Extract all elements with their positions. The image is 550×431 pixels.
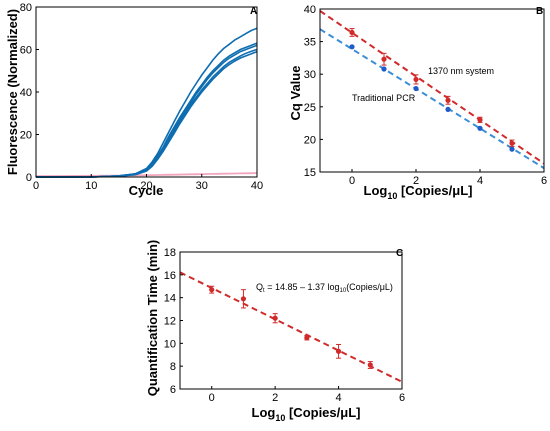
panel-c-fit-line bbox=[179, 271, 403, 383]
panel-b-data-point bbox=[445, 97, 451, 103]
panel-b-x-label-main: Log bbox=[364, 183, 388, 198]
panel-b-fit-line bbox=[319, 10, 545, 165]
panel-b-data-point bbox=[349, 44, 355, 50]
panel-b-data-point bbox=[445, 106, 451, 113]
panel-c-y-tick-label: 14 bbox=[164, 293, 176, 305]
panel-c-data-point bbox=[304, 335, 310, 341]
panel-a-y-tick-label: 60 bbox=[20, 45, 32, 57]
panel-c-x-tick-label: 6 bbox=[399, 392, 405, 404]
panel-c-y-tick-label: 10 bbox=[164, 338, 176, 350]
panel-b-y-tick-label: 35 bbox=[304, 37, 316, 49]
panel-a-negative-curve bbox=[35, 172, 258, 178]
panel-a-y-tick-label: 0 bbox=[26, 172, 32, 184]
panel-a: A Fluorescence (Normalized) Cycle 0 10 20 3… bbox=[5, 2, 263, 198]
panel-b-data-point bbox=[509, 146, 515, 152]
panel-b-data-point bbox=[413, 85, 419, 92]
panel-c-x-label-main: Log bbox=[252, 405, 276, 420]
panel-b-y-axis-label: Cq Value bbox=[288, 66, 303, 121]
panel-c-data-point bbox=[240, 296, 247, 302]
panel-b: B Cq Value Log10 [Copies/μL] 0 2 4 6 15 20 25 3… bbox=[288, 4, 547, 201]
panel-b-fit-line bbox=[319, 28, 545, 169]
panel-a-x-tick-label: 10 bbox=[85, 180, 97, 192]
panel-c-data-point bbox=[272, 315, 278, 321]
panel-b-data-point bbox=[413, 76, 419, 83]
panel-b-x-tick-label: 4 bbox=[477, 175, 483, 187]
annotation-1370nm: 1370 nm system bbox=[428, 66, 494, 76]
panel-c-y-tick-label: 18 bbox=[164, 247, 176, 259]
panel-a-y-axis-label: Fluorescence (Normalized) bbox=[5, 9, 20, 175]
panel-c-x-tick-label: 4 bbox=[336, 392, 342, 404]
panel-b-y-tick-label: 20 bbox=[304, 134, 316, 146]
panel-b-data-point bbox=[509, 140, 515, 146]
panel-a-x-tick-label: 30 bbox=[196, 180, 208, 192]
equation-rhs: (Copies/μL) bbox=[346, 282, 393, 292]
panel-a-amplification-curve bbox=[36, 50, 258, 178]
panel-c-x-tick-label: 0 bbox=[209, 392, 215, 404]
panel-b-y-tick-label: 25 bbox=[304, 102, 316, 114]
equation-lhs-sub: t bbox=[263, 288, 265, 294]
equation-mid-sub: 10 bbox=[340, 288, 347, 294]
annotation-traditional-pcr: Traditional PCR bbox=[352, 93, 416, 103]
panel-a-axes-box bbox=[35, 6, 258, 178]
panel-b-x-tick-label: 6 bbox=[541, 175, 547, 187]
panel-a-amplification-curve bbox=[36, 44, 258, 178]
panel-b-y-tick-label: 40 bbox=[304, 4, 316, 16]
panel-a-x-tick-label: 0 bbox=[33, 180, 39, 192]
panel-c-y-tick-label: 8 bbox=[170, 361, 176, 373]
panel-c-data-point bbox=[367, 362, 373, 368]
panel-a-y-tick-label: 40 bbox=[20, 87, 32, 99]
panel-b-y-tick-label: 30 bbox=[304, 69, 316, 81]
panel-b-data-point bbox=[381, 66, 387, 72]
panel-c-y-tick-label: 16 bbox=[164, 270, 176, 282]
panel-c-data-point bbox=[209, 287, 215, 293]
panel-b-data-point bbox=[381, 56, 387, 62]
panel-b-data-point bbox=[477, 117, 483, 123]
panel-a-x-tick-label: 20 bbox=[140, 180, 152, 192]
panel-c-y-tick-label: 6 bbox=[170, 384, 176, 396]
panel-a-x-tick-label: 40 bbox=[251, 180, 263, 192]
panel-c-y-tick-label: 12 bbox=[164, 316, 176, 328]
panel-b-y-tick-label: 15 bbox=[304, 167, 316, 179]
panel-b-x-axis-label: Log10 [Copies/μL] bbox=[364, 183, 473, 201]
panel-c-x-label-sub: 10 bbox=[275, 413, 285, 423]
panel-c-x-axis-label: Log10 [Copies/μL] bbox=[252, 405, 361, 423]
panel-c-y-axis-label: Quantification Time (min) bbox=[145, 240, 160, 397]
panel-c: C Quantification Time (min) Log10 [Copie… bbox=[145, 240, 405, 423]
panel-c-x-tick-label: 2 bbox=[272, 392, 278, 404]
panel-b-x-label-sub: 10 bbox=[387, 191, 397, 201]
panel-b-x-tick-label: 0 bbox=[349, 175, 355, 187]
panel-c-data-point bbox=[335, 348, 342, 354]
panel-a-y-tick-label: 20 bbox=[20, 130, 32, 142]
panel-b-x-tick-label: 2 bbox=[413, 175, 419, 187]
panel-b-x-label-rest: [Copies/μL] bbox=[397, 183, 472, 198]
panel-b-data-point bbox=[349, 29, 355, 36]
panel-a-y-tick-label: 80 bbox=[20, 2, 32, 14]
regression-equation: Qt = 14.85 – 1.37 log10(Copies/μL) bbox=[256, 282, 393, 294]
equation-mid: = 14.85 – 1.37 log bbox=[265, 282, 340, 292]
equation-lhs: Q bbox=[256, 282, 263, 292]
panel-a-label: A bbox=[250, 6, 257, 17]
panel-c-x-label-rest: [Copies/μL] bbox=[285, 405, 360, 420]
panel-b-label: B bbox=[536, 6, 543, 17]
panel-c-label: C bbox=[396, 248, 403, 259]
panel-b-data-point bbox=[477, 125, 483, 131]
panel-a-x-axis-label: Cycle bbox=[129, 183, 164, 198]
panel-b-axes-box bbox=[319, 8, 545, 173]
panel-a-amplification-curve bbox=[36, 27, 258, 178]
